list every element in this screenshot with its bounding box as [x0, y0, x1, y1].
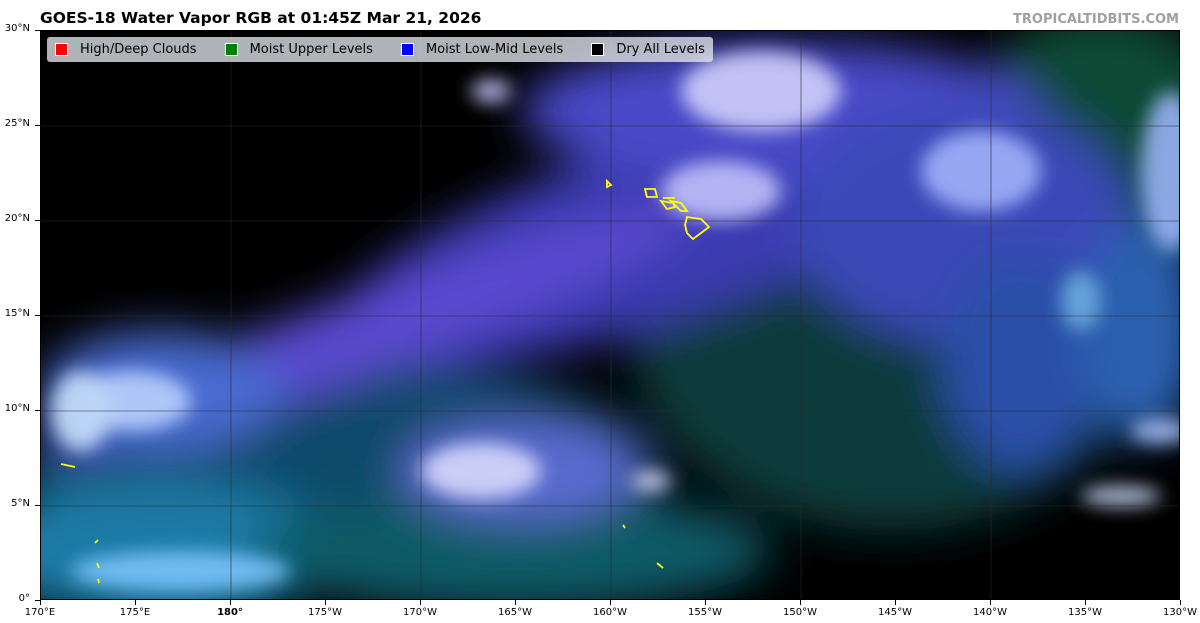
lon-tick-mark [895, 600, 896, 605]
lon-tick-mark [135, 600, 136, 605]
water-vapor-imagery [41, 31, 1179, 599]
lon-tick-mark [515, 600, 516, 605]
lat-tick-mark [35, 410, 40, 411]
lon-tick-label: 175°W [308, 607, 342, 618]
lon-tick-mark [610, 600, 611, 605]
legend-item-moist-low-mid-levels: Moist Low-Mid Levels [400, 42, 564, 57]
lon-tick-label: 160°W [593, 607, 627, 618]
lat-tick-mark [35, 315, 40, 316]
map-title: GOES-18 Water Vapor RGB at 01:45Z Mar 21… [40, 9, 482, 27]
legend-label: Moist Upper Levels [249, 42, 373, 57]
lat-tick-mark [35, 600, 40, 601]
legend-label: High/Deep Clouds [80, 42, 197, 57]
legend-label: Moist Low-Mid Levels [425, 42, 564, 57]
lon-tick-label: 175°E [119, 607, 151, 618]
legend-item-high-deep-clouds: High/Deep Clouds [55, 42, 197, 57]
lat-tick-label: 10°N [4, 403, 30, 414]
legend-swatch [55, 43, 68, 56]
legend-label: Dry All Levels [616, 42, 705, 57]
legend-item-dry-all-levels: Dry All Levels [591, 42, 705, 57]
lat-tick-mark [35, 125, 40, 126]
lat-tick-label: 30°N [4, 23, 30, 34]
lat-tick-label: 20°N [4, 213, 30, 224]
lon-tick-label: 150°W [783, 607, 817, 618]
lon-tick-mark [40, 600, 41, 605]
lon-tick-label: 170°W [403, 607, 437, 618]
lon-tick-mark [1180, 600, 1181, 605]
lon-tick-mark [705, 600, 706, 605]
legend: High/Deep Clouds Moist Upper Levels Mois… [47, 37, 713, 62]
lon-tick-label: 155°W [688, 607, 722, 618]
lon-tick-mark [1085, 600, 1086, 605]
lon-tick-label: 130°W [1163, 607, 1197, 618]
graticule [41, 31, 1179, 599]
lat-tick-label: 15°N [4, 308, 30, 319]
legend-item-moist-upper-levels: Moist Upper Levels [224, 42, 373, 57]
lat-tick-label: 25°N [4, 118, 30, 129]
legend-swatch [400, 43, 414, 56]
lon-tick-mark [420, 600, 421, 605]
lon-tick-mark [230, 600, 231, 605]
lat-tick-mark [35, 30, 40, 31]
lon-tick-label: 145°W [878, 607, 912, 618]
legend-swatch [591, 43, 605, 56]
coastlines [60, 178, 711, 584]
lat-tick-mark [35, 505, 40, 506]
satellite-map [40, 30, 1180, 600]
lon-tick-label: 170°E [24, 607, 56, 618]
lon-tick-mark [990, 600, 991, 605]
lat-tick-label: 5°N [11, 498, 30, 509]
site-credit: TROPICALTIDBITS.COM [1013, 12, 1179, 27]
legend-swatch [224, 43, 238, 56]
lon-tick-mark [800, 600, 801, 605]
lon-tick-label: 180° [217, 607, 243, 618]
lat-tick-label: 0° [18, 593, 30, 604]
lon-tick-mark [325, 600, 326, 605]
lon-tick-label: 135°W [1068, 607, 1102, 618]
lon-tick-label: 140°W [973, 607, 1007, 618]
lat-tick-mark [35, 220, 40, 221]
lon-tick-label: 165°W [498, 607, 532, 618]
